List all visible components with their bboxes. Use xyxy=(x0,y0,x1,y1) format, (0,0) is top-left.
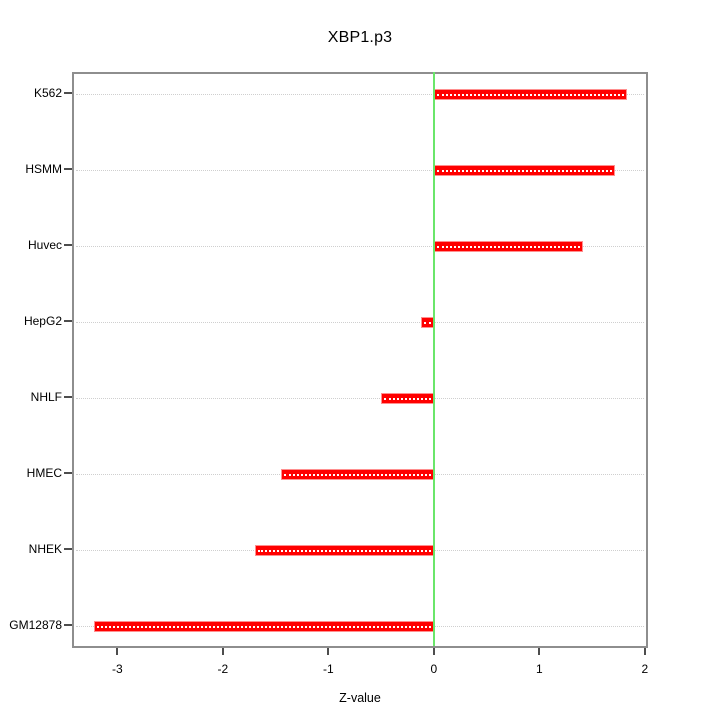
y-tick-label-hmec: HMEC xyxy=(26,466,62,480)
plot-area xyxy=(72,72,648,648)
x-axis-tick xyxy=(221,648,224,655)
y-axis-tick xyxy=(64,548,72,550)
y-axis-tick xyxy=(64,396,72,398)
x-tick-label: -1 xyxy=(323,662,334,676)
x-axis-title: Z-value xyxy=(339,691,381,705)
y-tick-label-k562: K562 xyxy=(33,86,62,100)
x-tick-label: 2 xyxy=(641,662,649,676)
x-axis-tick xyxy=(327,648,330,655)
y-tick-label-hepg2: HepG2 xyxy=(23,314,62,328)
bar-huvec xyxy=(433,241,583,252)
x-axis-tick xyxy=(432,648,435,655)
gridline xyxy=(76,170,644,171)
y-axis-tick xyxy=(64,624,72,626)
gridline xyxy=(76,322,644,323)
zero-reference-line xyxy=(432,72,435,646)
bar-hsmm xyxy=(433,165,616,176)
x-tick-label: 0 xyxy=(430,662,438,676)
bar-nhlf xyxy=(381,393,434,404)
bar-inner-dots xyxy=(436,246,580,248)
bar-inner-dots xyxy=(384,398,431,400)
y-axis-tick xyxy=(64,320,72,322)
bar-inner-dots xyxy=(283,474,431,476)
y-axis-tick xyxy=(64,244,72,246)
y-tick-label-nhek: NHEK xyxy=(28,542,62,556)
y-tick-label-nhlf: NHLF xyxy=(30,390,62,404)
bar-inner-dots xyxy=(97,626,431,628)
x-tick-label: -2 xyxy=(217,662,229,676)
x-axis-tick xyxy=(538,648,541,655)
bar-gm12878 xyxy=(94,621,434,632)
gridline xyxy=(76,246,644,247)
x-axis-tick xyxy=(116,648,119,655)
bar-inner-dots xyxy=(424,322,431,324)
gridline xyxy=(76,94,644,95)
y-tick-label-gm12878: GM12878 xyxy=(9,618,62,632)
y-axis-tick xyxy=(64,472,72,474)
bar-inner-dots xyxy=(436,170,613,172)
bar-nhek xyxy=(254,545,434,556)
x-axis-tick xyxy=(643,648,646,655)
x-tick-label: -3 xyxy=(112,662,123,676)
y-tick-label-huvec: Huvec xyxy=(27,238,62,252)
bar-inner-dots xyxy=(436,94,624,96)
x-tick-label: 1 xyxy=(535,662,543,676)
y-axis-tick xyxy=(64,168,72,170)
bar-hmec xyxy=(280,469,434,480)
gridline xyxy=(76,398,644,399)
bar-inner-dots xyxy=(257,550,431,552)
y-tick-label-hsmm: HSMM xyxy=(25,162,62,176)
y-axis-tick xyxy=(64,92,72,94)
chart-title: XBP1.p3 xyxy=(327,29,393,46)
bar-k562 xyxy=(433,89,627,100)
